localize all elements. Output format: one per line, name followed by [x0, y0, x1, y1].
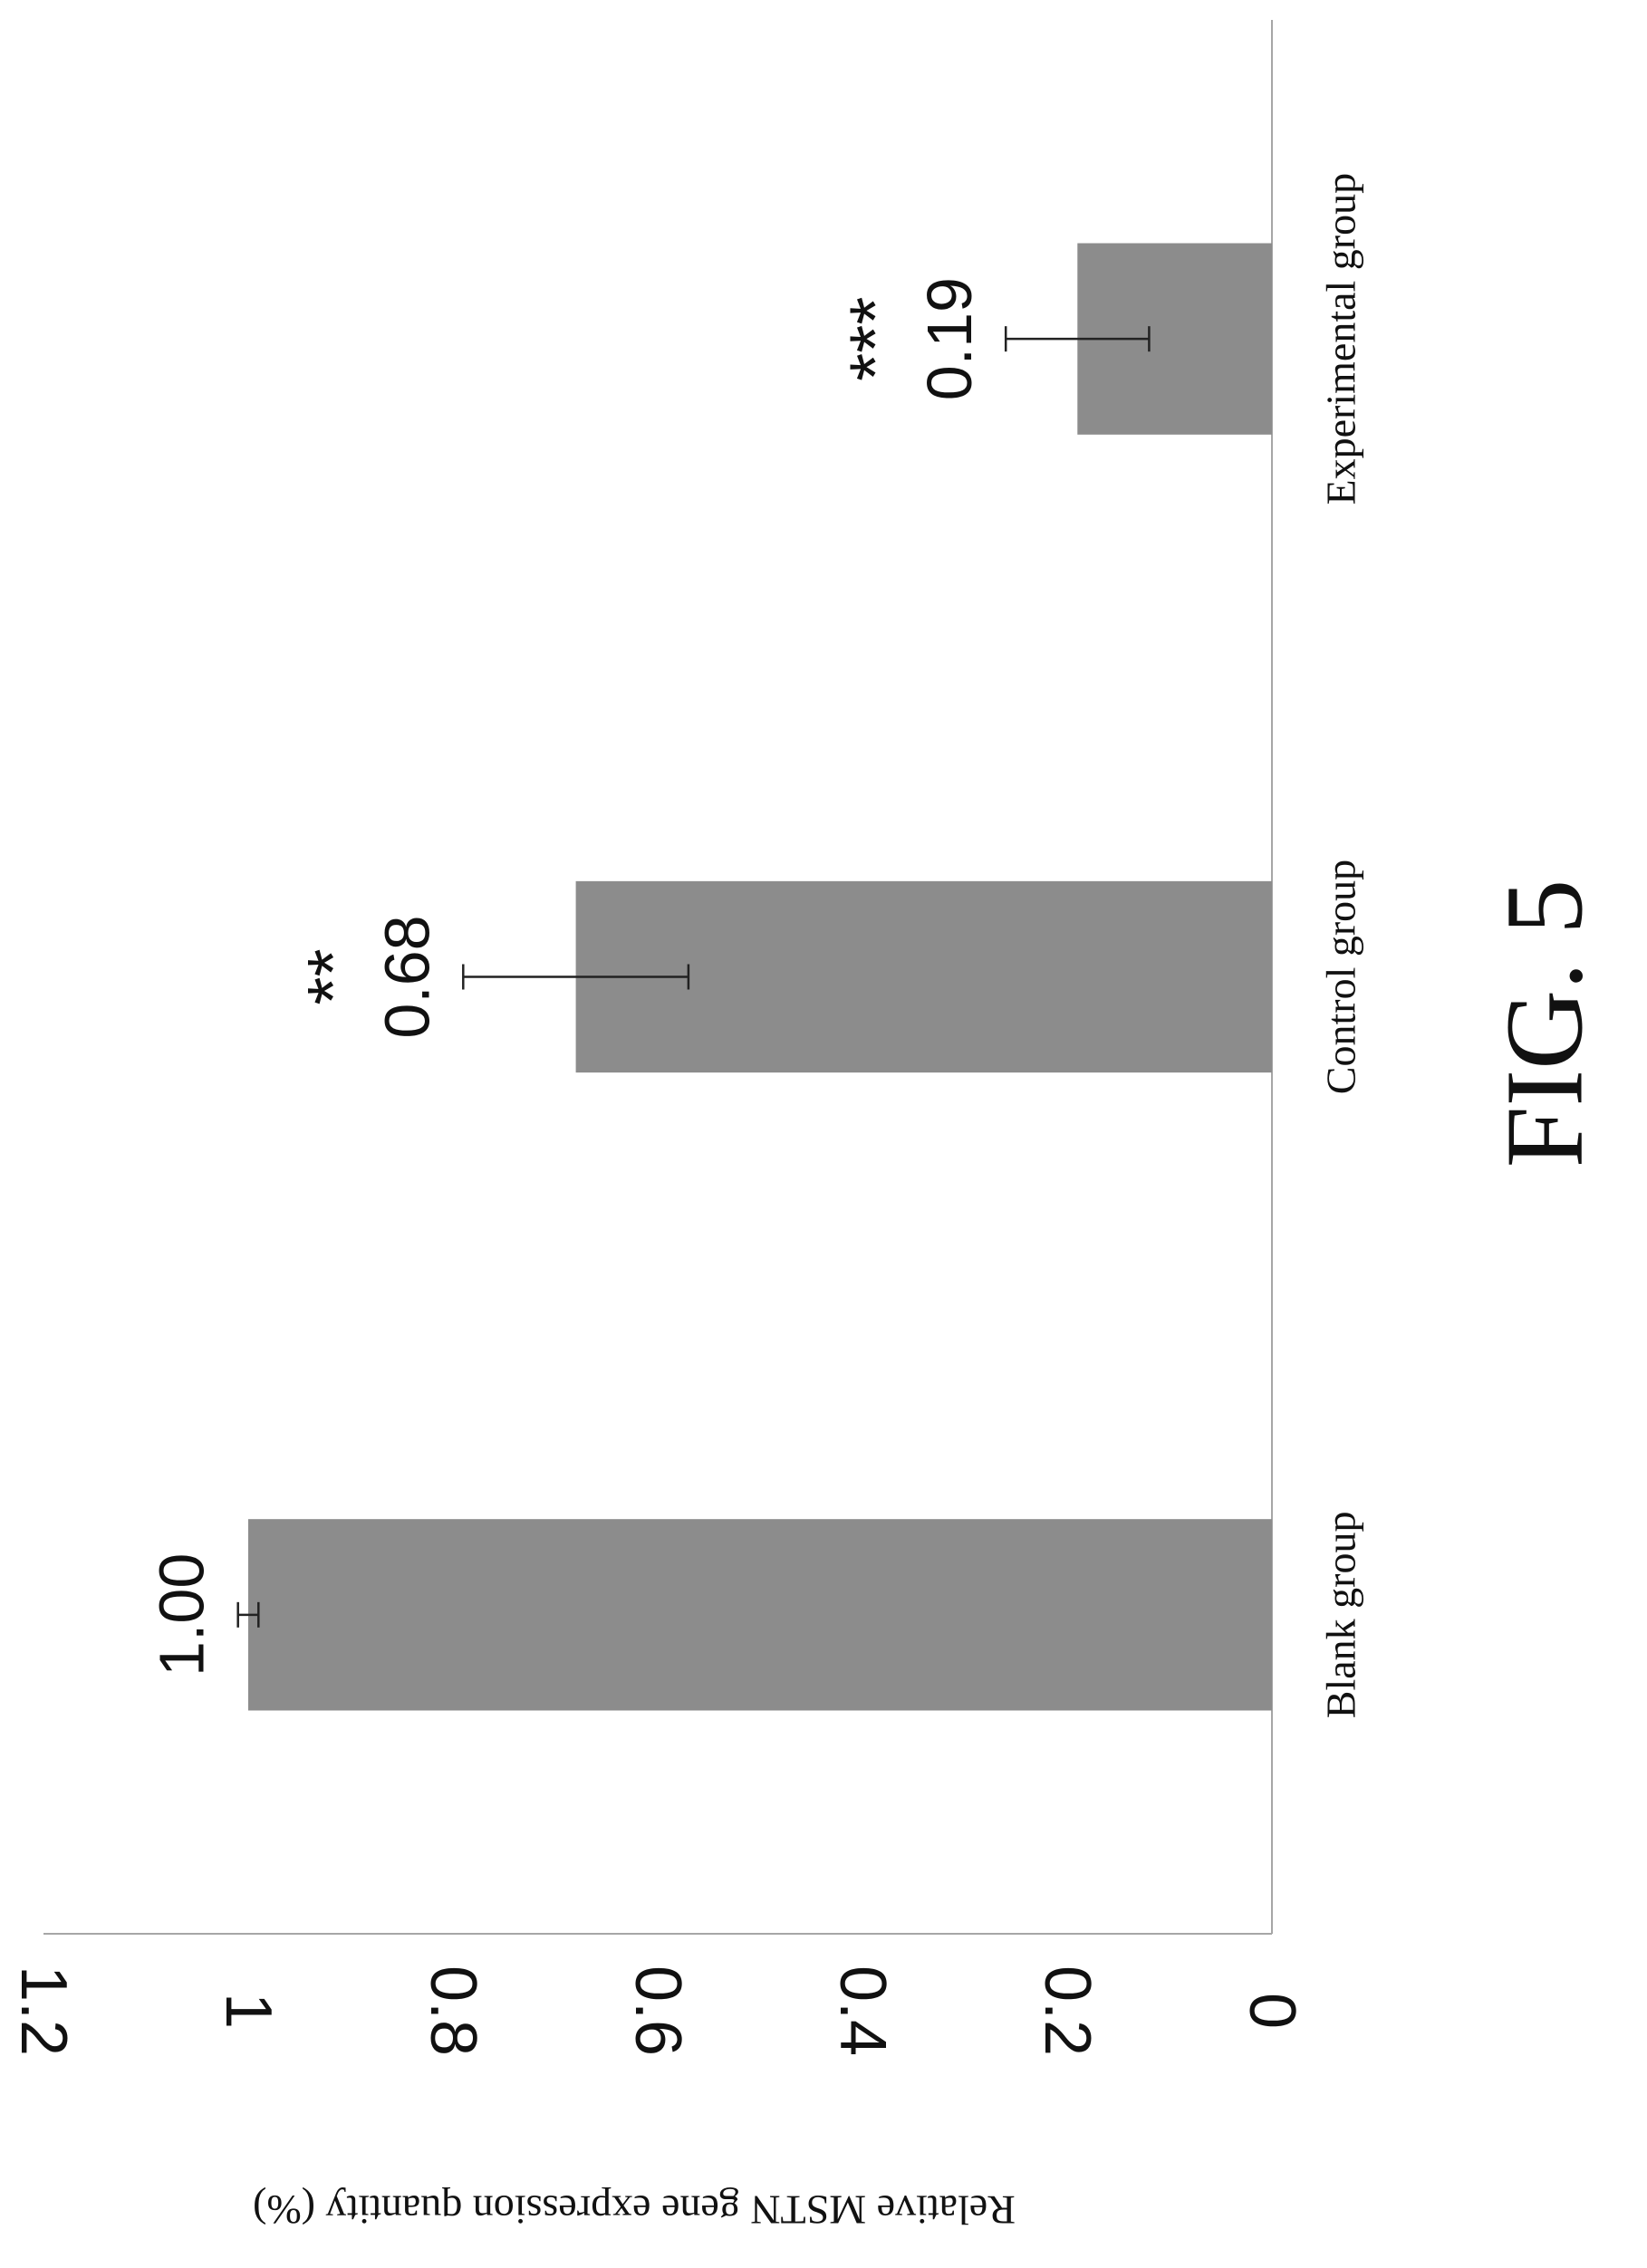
chart-plot-area: 0 0.2 0.4 0.6 0.8 1 1.2 1.00 Blank group 0.68** Co… [7, 20, 1364, 2056]
significance-marker: *** [835, 296, 916, 380]
significance-marker: ** [293, 948, 373, 1004]
y-tick-label: 0 [1236, 1993, 1308, 2029]
y-tick-label: 1.2 [7, 1965, 80, 2056]
category-label: Blank group [1318, 1511, 1364, 1718]
category-label: Control group [1318, 860, 1364, 1094]
y-tick-label: 0.2 [1031, 1965, 1103, 2056]
category-label: Experimental group [1318, 173, 1364, 505]
bar [575, 880, 1272, 1073]
bar [248, 1519, 1272, 1711]
y-tick-label: 0.4 [826, 1965, 899, 2056]
y-tick-label: 0.8 [417, 1965, 489, 2056]
data-label: 0.68 [371, 915, 442, 1038]
data-label: 1.00 [147, 1553, 217, 1677]
figure-caption: FIG. 5 [1484, 879, 1606, 1168]
y-axis-title: Relative MSTN gene expression quantity (… [253, 2187, 1016, 2234]
y-tick-label: 1 [212, 1993, 284, 2029]
y-tick-label: 0.6 [621, 1965, 694, 2056]
data-label: 0.19 [914, 277, 985, 400]
